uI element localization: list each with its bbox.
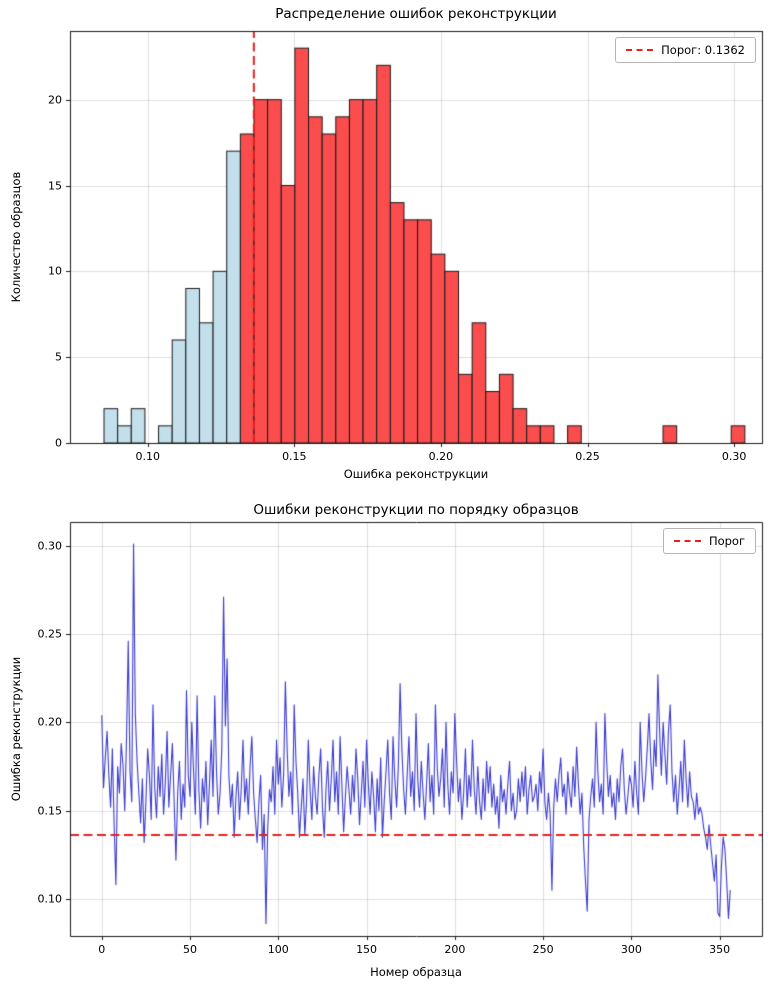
timeseries-legend: Порог: [662, 528, 756, 554]
threshold-dash-icon: [626, 49, 654, 51]
y-tick-label: 0.25: [37, 627, 63, 641]
x-tick-label: 300: [620, 943, 642, 956]
histogram-x-axis-label: Ошибка реконструкции: [343, 467, 489, 481]
y-tick-label: 0.10: [37, 892, 63, 906]
y-tick-label: 15: [48, 179, 62, 192]
histogram-chart: Распределение ошибок реконструкции Ошибк…: [0, 0, 777, 494]
x-tick-label: 0.25: [575, 450, 600, 463]
x-tick-label: 0: [98, 943, 106, 956]
timeseries-legend-label: Порог: [708, 534, 745, 548]
x-tick-label: 200: [444, 943, 466, 956]
x-tick-label: 100: [267, 943, 289, 956]
x-tick-label: 250: [532, 943, 554, 956]
timeseries-title: Ошибки реконструкции по порядку образцов: [253, 502, 579, 518]
x-tick-label: 150: [356, 943, 378, 956]
y-tick-label: 0: [55, 436, 62, 450]
x-tick-label: 0.20: [428, 450, 454, 463]
histogram-title: Распределение ошибок реконструкции: [275, 6, 557, 22]
y-tick-label: 0.15: [37, 804, 63, 818]
histogram-legend: Порог: 0.1362: [615, 37, 756, 63]
timeseries-plot-canvas: [0, 494, 777, 989]
timeseries-chart: Ошибки реконструкции по порядку образцов…: [0, 494, 777, 989]
threshold-dash-icon: [673, 540, 701, 542]
y-tick-label: 10: [48, 264, 62, 278]
x-tick-label: 0.10: [135, 450, 160, 463]
y-tick-label: 0.30: [37, 539, 63, 553]
x-tick-label: 350: [709, 943, 731, 956]
x-tick-label: 50: [183, 943, 198, 956]
x-tick-label: 0.15: [282, 450, 307, 463]
timeseries-y-axis-label: Ошибка реконструкции: [9, 656, 23, 802]
histogram-legend-label: Порог: 0.1362: [661, 43, 745, 57]
y-tick-label: 5: [55, 350, 62, 364]
x-tick-label: 0.30: [721, 450, 747, 463]
histogram-y-axis-label: Количество образцов: [9, 171, 23, 303]
y-tick-label: 0.20: [37, 715, 63, 729]
y-tick-label: 20: [48, 93, 62, 107]
timeseries-x-axis-label: Номер образца: [370, 965, 462, 979]
histogram-plot-canvas: [0, 0, 777, 494]
